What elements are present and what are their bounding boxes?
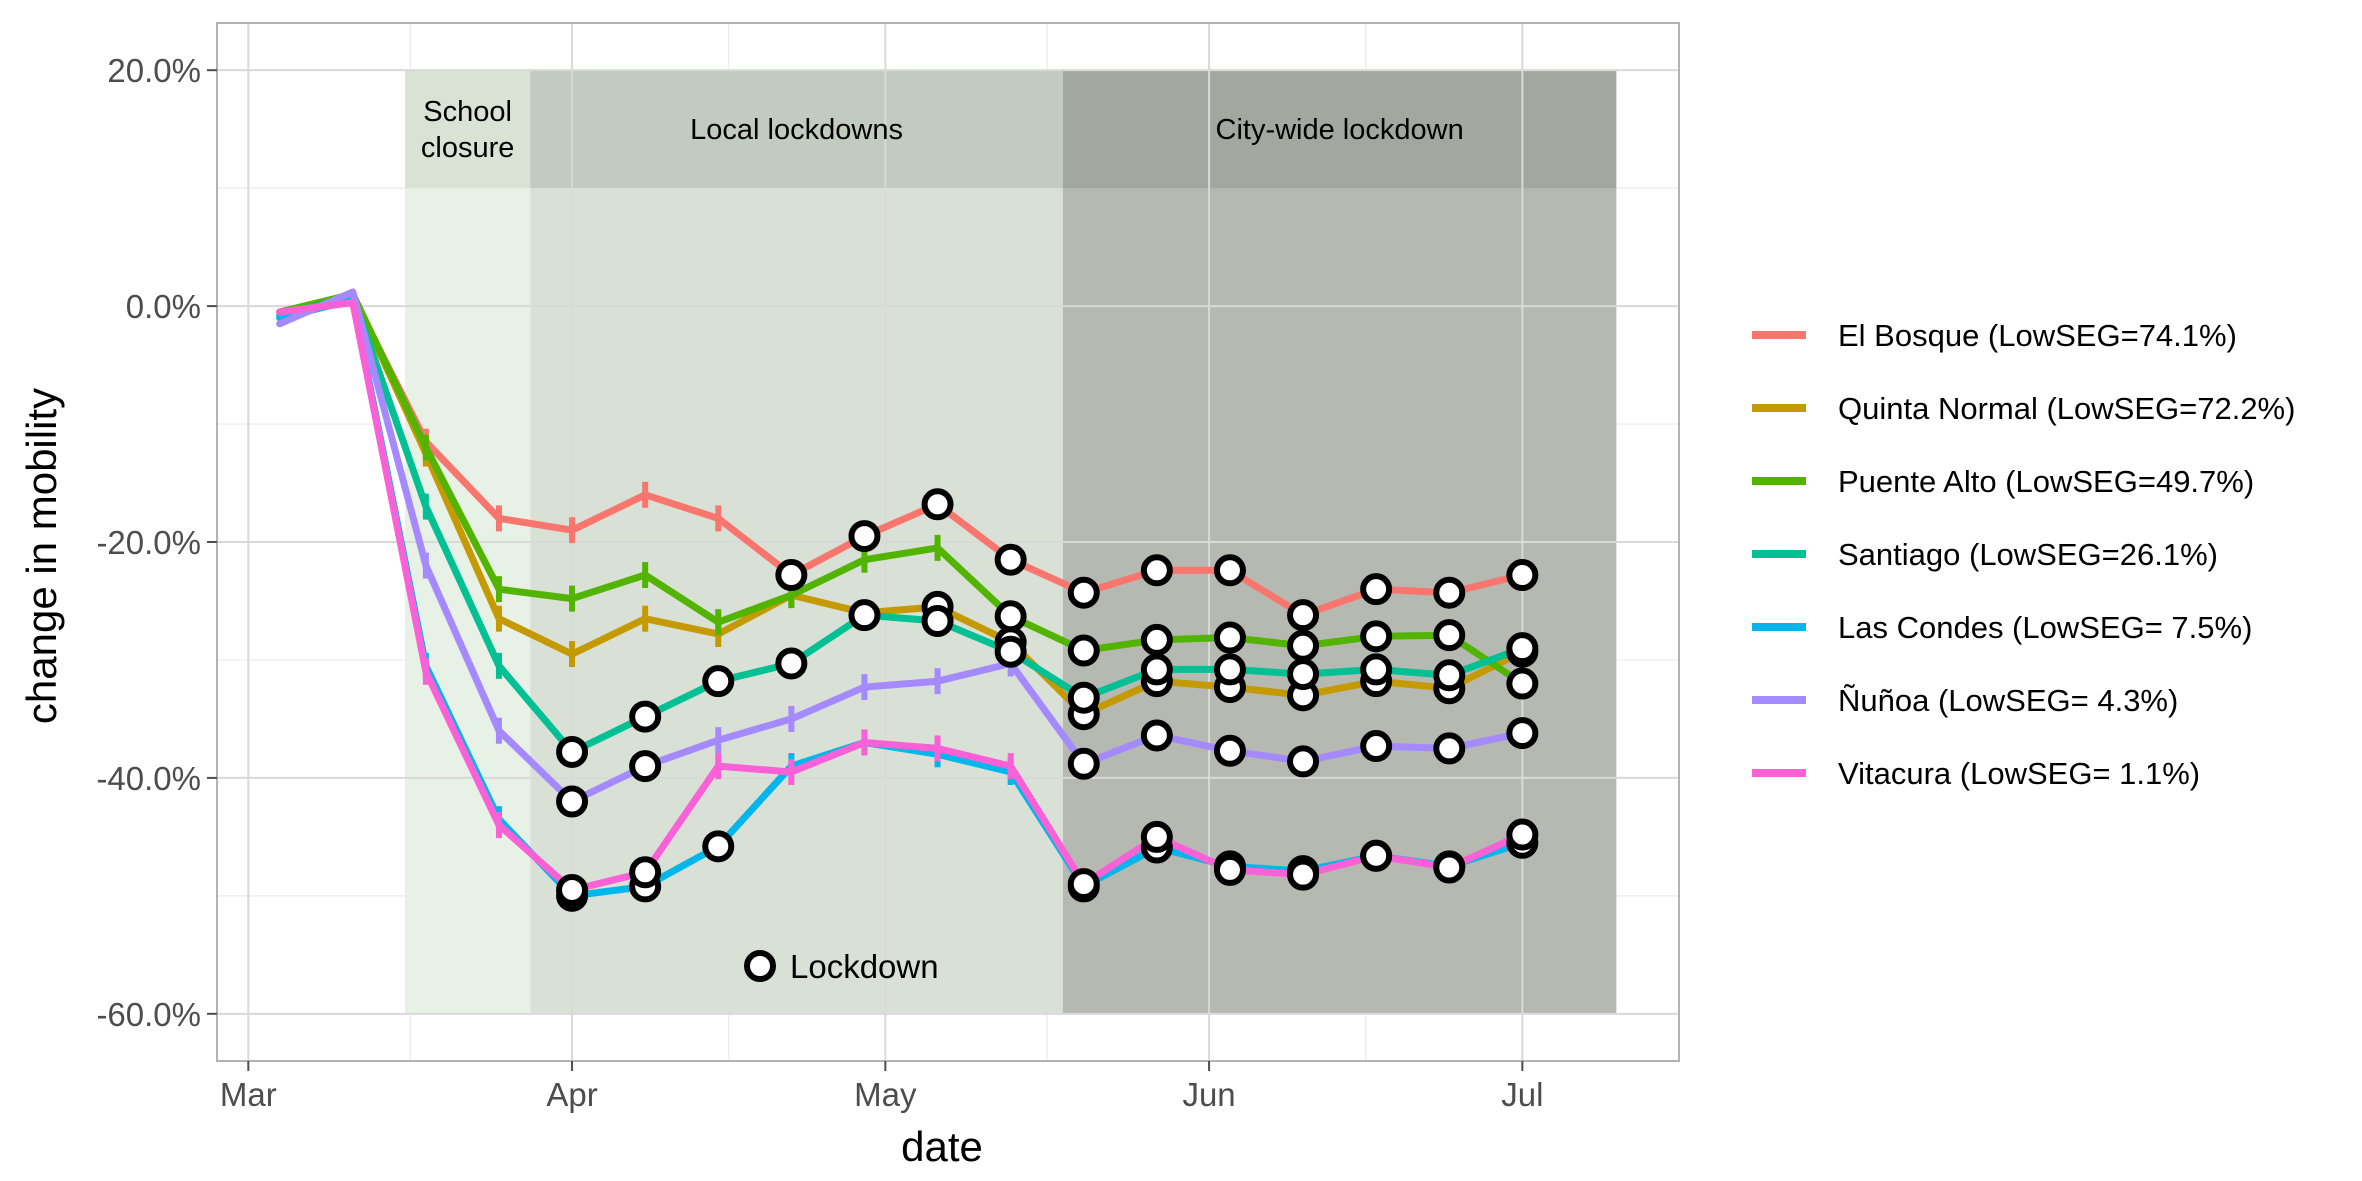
lockdown-marker: [1067, 747, 1100, 780]
lockdown-marker: [1067, 868, 1100, 901]
axis-ticks: [207, 69, 1524, 1071]
major-gridlines: [217, 23, 1679, 1061]
lockdown-marker: [1360, 730, 1393, 763]
y-tick-label: -60.0%: [96, 996, 201, 1033]
lockdown-marker: [775, 647, 808, 680]
lockdown-marker: [1360, 839, 1393, 872]
lockdown-marker: [921, 605, 954, 638]
lockdown-marker: [1140, 719, 1173, 752]
lockdown-marker: [1140, 554, 1173, 587]
legend-label: Ñuñoa (LowSEG= 4.3%): [1838, 683, 2178, 718]
lockdown-marker: [1067, 576, 1100, 609]
lockdown-marker: [1067, 681, 1100, 714]
lockdown-marker: [1213, 554, 1246, 587]
lockdown-marker: [629, 856, 662, 889]
lockdown-marker: [921, 488, 954, 521]
lockdown-marker: [1433, 659, 1466, 692]
period-label-band: [1062, 70, 1617, 189]
lockdown-marker: [994, 600, 1027, 633]
lockdown-marker: [848, 520, 881, 553]
lockdown-marker: [556, 785, 589, 818]
legend-label: Puente Alto (LowSEG=49.7%): [1838, 464, 2254, 499]
period-label: Local lockdowns: [690, 114, 903, 146]
x-axis-title: date: [901, 1123, 983, 1170]
period-label: closure: [421, 132, 515, 164]
period-labels: School closure Local lockdowns City-wide lo…: [421, 96, 1464, 164]
lockdown-marker-key: Lockdown: [744, 948, 939, 985]
legend-label: Santiago (LowSEG=26.1%): [1838, 537, 2218, 572]
lockdown-marker: [556, 873, 589, 906]
lockdown-marker: [1287, 629, 1320, 662]
lockdown-marker: [1506, 717, 1539, 750]
y-tick-label: -20.0%: [96, 524, 201, 561]
lockdown-marker: [1140, 653, 1173, 686]
lockdown-marker: [1433, 732, 1466, 765]
lockdown-marker: [775, 559, 808, 592]
lockdown-marker: [1213, 653, 1246, 686]
lockdown-marker: [1360, 573, 1393, 606]
lockdown-marker: [556, 735, 589, 768]
x-tick-label: Mar: [220, 1076, 277, 1113]
lockdown-marker: [1287, 658, 1320, 691]
lockdown-marker: [1506, 559, 1539, 592]
lockdown-marker: [1287, 858, 1320, 891]
y-tick-label: 20.0%: [107, 52, 201, 89]
lockdown-marker: [1360, 620, 1393, 653]
lockdown-marker: [994, 635, 1027, 668]
lockdown-marker: [1067, 634, 1100, 667]
period-label-band: [404, 70, 531, 189]
lockdown-marker: [702, 830, 735, 863]
lockdown-key-marker: [744, 950, 776, 982]
lockdown-marker: [629, 700, 662, 733]
lockdown-key-label: Lockdown: [790, 948, 939, 985]
period-label-band: [530, 70, 1063, 189]
lockdown-marker: [1506, 818, 1539, 851]
period-label: School: [423, 96, 512, 128]
y-tick-label: 0.0%: [126, 288, 201, 325]
lockdown-marker: [1213, 734, 1246, 767]
lockdown-marker: [1433, 851, 1466, 884]
lockdown-marker: [1506, 632, 1539, 665]
y-tick-label: -40.0%: [96, 760, 201, 797]
lockdown-marker: [1140, 820, 1173, 853]
lockdown-marker: [702, 665, 735, 698]
period-label: City-wide lockdown: [1216, 114, 1464, 146]
lockdown-marker: [1433, 619, 1466, 652]
y-axis-title: change in mobility: [18, 388, 65, 724]
x-tick-label: May: [854, 1076, 917, 1113]
legend-label: Vitacura (LowSEG= 1.1%): [1838, 756, 2200, 791]
lockdown-marker: [1360, 653, 1393, 686]
lockdown-marker: [848, 599, 881, 632]
lockdown-marker: [1213, 621, 1246, 654]
x-tick-label: Apr: [546, 1076, 597, 1113]
legend-label: Quinta Normal (LowSEG=72.2%): [1838, 391, 2295, 426]
lockdown-marker: [994, 543, 1027, 576]
y-axis-tick-labels: 20.0% 0.0% -20.0% -40.0% -60.0%: [96, 52, 201, 1033]
x-axis-tick-labels: Mar Apr May Jun Jul: [220, 1076, 1544, 1113]
lockdown-marker: [1213, 853, 1246, 886]
legend-label: Las Condes (LowSEG= 7.5%): [1838, 610, 2252, 645]
lockdown-marker: [629, 750, 662, 783]
lockdown-marker: [1287, 745, 1320, 778]
lockdown-marker: [1506, 667, 1539, 700]
x-tick-label: Jun: [1182, 1076, 1235, 1113]
lockdown-marker: [1287, 599, 1320, 632]
lockdown-marker: [1433, 576, 1466, 609]
lockdown-markers: [556, 488, 1539, 912]
x-tick-label: Jul: [1501, 1076, 1543, 1113]
lockdown-marker: [1140, 623, 1173, 656]
legend-label: El Bosque (LowSEG=74.1%): [1838, 318, 2237, 353]
legend: El Bosque (LowSEG=74.1%) Quinta Normal (L…: [1752, 318, 2295, 791]
